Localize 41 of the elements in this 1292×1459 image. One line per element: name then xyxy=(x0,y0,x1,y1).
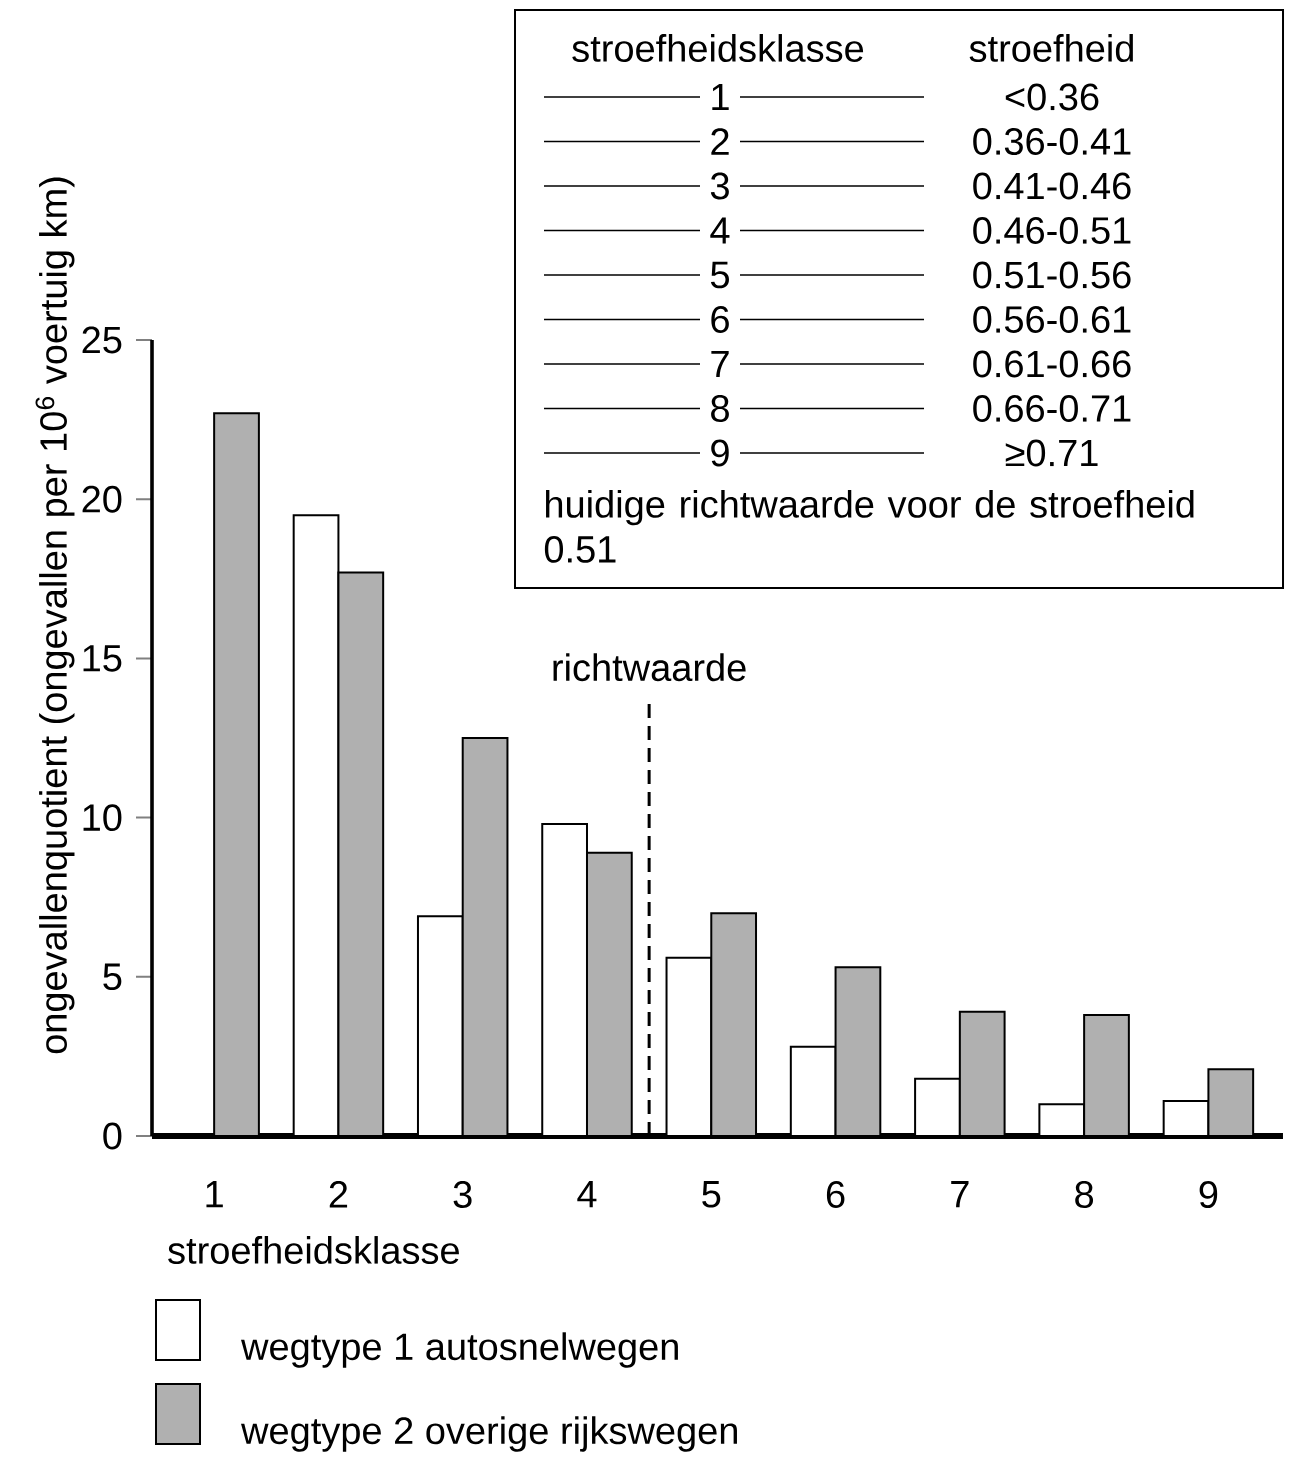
legend-label: wegtype 1 autosnelwegen xyxy=(241,1332,678,1368)
x-tick-label: 3 xyxy=(453,1181,472,1208)
annotation: 0.66-0.71 xyxy=(973,395,1131,422)
text: 0.56-0.61 xyxy=(973,306,1131,333)
text: 4 xyxy=(710,217,730,244)
text: <0.36 xyxy=(1005,83,1099,111)
x-tick-label: 4 xyxy=(577,1181,597,1208)
text: 1 xyxy=(712,83,729,111)
y-tick-label: 5 xyxy=(103,963,122,991)
x-tick-label: 9 xyxy=(1199,1181,1218,1208)
annotation: huidige richtwaarde voor de stroefheid 0.51 xyxy=(544,489,1194,563)
y-tick-label: 10 xyxy=(83,804,122,832)
ref-line-label: richtwaarde xyxy=(553,653,746,682)
annotation: 7 xyxy=(711,350,729,378)
y-tick-label: 20 xyxy=(82,485,122,513)
x-tick-label: 1 xyxy=(206,1181,223,1208)
x-tick-label: 2 xyxy=(329,1181,348,1208)
annotation: 8 xyxy=(711,395,729,422)
x-axis-title: stroefheidsklasse xyxy=(168,1236,459,1264)
x-tick-label: 8 xyxy=(1075,1181,1094,1208)
text: 3 xyxy=(710,172,729,200)
text: 2 xyxy=(711,128,729,155)
text: 0.36-0.41 xyxy=(973,128,1131,155)
text: 0.46-0.51 xyxy=(973,217,1131,244)
text: 5 xyxy=(710,261,729,289)
y-tick-label: 15 xyxy=(83,645,122,672)
text: 0.41-0.46 xyxy=(973,172,1131,200)
text: stroefheidsklasse xyxy=(572,34,864,62)
text: stroefheid xyxy=(969,34,1133,62)
annotation: 9 xyxy=(711,439,729,467)
annotation: 0.61-0.66 xyxy=(973,350,1131,378)
x-tick-label: 7 xyxy=(951,1181,969,1208)
y-tick-label: 0 xyxy=(103,1122,122,1150)
x-tick-label: 6 xyxy=(826,1181,845,1208)
text: 6 xyxy=(711,306,729,333)
y-axis-title: ongevallenquotient (ongevallen per 10$^{6}$ voertuig km) xyxy=(35,177,75,1054)
y-tick-label: 25 xyxy=(82,326,122,354)
annotation: ≥0.71 xyxy=(1005,439,1098,467)
legend-label: wegtype 2 overige rijkswegen xyxy=(241,1416,737,1452)
x-tick-label: 5 xyxy=(702,1181,721,1208)
text: 0.51-0.56 xyxy=(973,261,1131,289)
